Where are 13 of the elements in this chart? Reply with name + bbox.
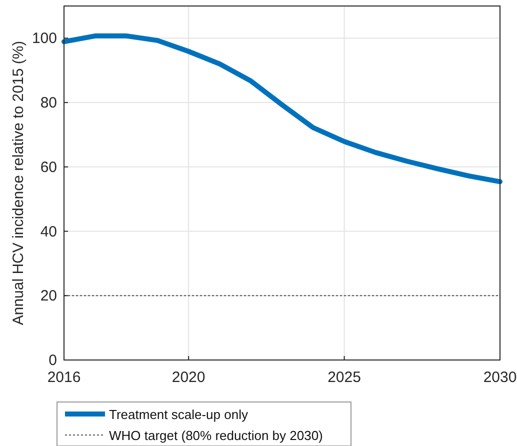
legend-label: WHO target (80% reduction by 2030) — [109, 428, 323, 443]
x-tick-label: 2016 — [47, 369, 81, 386]
y-axis-title: Annual HCV incidence relative to 2015 (%) — [10, 40, 27, 326]
y-tick-label: 40 — [40, 223, 57, 240]
y-tick-label: 100 — [32, 30, 57, 48]
y-tick-label: 20 — [40, 288, 57, 305]
legend-label: Treatment scale-up only — [109, 407, 248, 422]
y-tick-label: 60 — [40, 158, 57, 176]
x-tick-label: 2020 — [172, 369, 206, 386]
x-tick-label: 2025 — [328, 369, 361, 386]
y-tick-label: 0 — [48, 352, 57, 369]
x-tick-label: 2030 — [483, 369, 517, 386]
y-tick-label: 80 — [40, 94, 57, 112]
